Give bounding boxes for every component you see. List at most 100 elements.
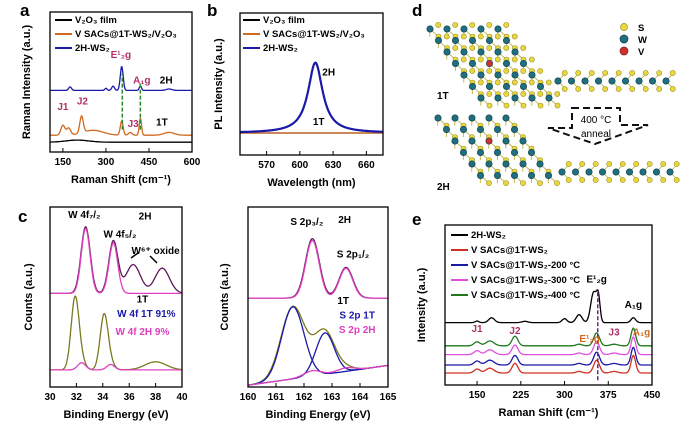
annotation-label: J1 — [472, 324, 484, 335]
sulfur-atom-icon — [592, 177, 599, 183]
phase-label-1t: 1T — [437, 91, 449, 102]
annotation-label: S 2p 1T — [339, 311, 375, 322]
series-line-4 — [445, 327, 652, 347]
series-line-2 — [50, 65, 192, 92]
tungsten-atom-icon — [476, 172, 484, 180]
tungsten-atom-icon — [477, 25, 485, 33]
series-line-1 — [50, 114, 192, 136]
tungsten-atom-icon — [485, 114, 493, 122]
annotation-label: 1T — [156, 117, 168, 128]
y-axis-label: PL Intensity (a.u.) — [213, 38, 225, 130]
sulfur-atom-icon — [486, 102, 493, 109]
tungsten-atom-icon — [485, 83, 493, 91]
tungsten-atom-icon — [459, 149, 467, 157]
sulfur-atom-icon — [669, 86, 676, 92]
sulfur-atom-icon — [660, 177, 667, 183]
tungsten-atom-icon — [528, 71, 536, 79]
y-axis-label: Counts (a.u.) — [23, 263, 35, 331]
x-tick-label: 36 — [124, 392, 136, 403]
annotation-label: J2 — [77, 96, 89, 107]
tungsten-atom-icon — [477, 48, 485, 56]
sulfur-atom-icon — [469, 68, 476, 74]
panel-label-b: b — [207, 1, 217, 20]
tungsten-atom-icon — [459, 126, 467, 134]
annotation-label: A₁g — [625, 300, 642, 311]
tungsten-atom-icon — [528, 94, 536, 102]
tungsten-atom-icon — [451, 59, 459, 67]
anneal-arrow-icon — [547, 107, 649, 146]
sulfur-atom-icon — [588, 70, 595, 76]
series-line-2 — [445, 346, 652, 366]
sulfur-atom-icon — [443, 33, 450, 40]
anneal-temperature: 400 °C — [581, 115, 612, 126]
sulfur-atom-icon — [660, 161, 667, 167]
tungsten-atom-icon — [544, 172, 552, 180]
sulfur-atom-icon — [646, 161, 653, 167]
tungsten-atom-icon — [493, 149, 501, 157]
legend-entry: V SACs@1T-WS₂/V₂O₃ — [75, 29, 177, 40]
annotation-label: E¹₂g — [579, 334, 600, 345]
sulfur-atom-icon — [673, 161, 680, 167]
tungsten-atom-icon — [494, 48, 502, 56]
x-axis-label: Raman Shift (cm⁻¹) — [71, 174, 171, 186]
sulfur-atom-icon — [537, 68, 544, 74]
plot-frame — [444, 224, 653, 386]
x-axis-label: Binding Energy (eV) — [63, 409, 168, 421]
annotation-label: S 2p₁/₂ — [337, 249, 369, 260]
tungsten-atom-icon — [598, 168, 606, 176]
x-tick-label: 600 — [184, 157, 201, 168]
series-line-4 — [247, 332, 389, 386]
sulfur-atom-icon — [554, 102, 561, 109]
sulfur-atom-icon — [615, 86, 622, 92]
sulfur-atom-icon — [520, 68, 527, 74]
x-tick-label: 300 — [98, 157, 115, 168]
sulfur-atom-icon — [656, 70, 663, 76]
tungsten-atom-icon — [434, 36, 442, 44]
tungsten-atom-icon — [510, 149, 518, 157]
sulfur-atom-icon — [565, 161, 572, 167]
y-axis-label: Intensity (a.u.) — [416, 267, 428, 342]
x-tick-label: 163 — [324, 392, 341, 403]
series-line-5 — [247, 364, 389, 386]
x-tick-label: 150 — [469, 390, 486, 401]
tungsten-atom-icon — [443, 25, 451, 33]
tungsten-atom-icon — [485, 160, 493, 168]
sulfur-atom-icon — [620, 23, 628, 31]
tungsten-atom-icon — [494, 94, 502, 102]
sulfur-atom-icon — [477, 79, 484, 86]
series-line-2 — [240, 61, 383, 134]
sulfur-atom-icon — [494, 56, 501, 63]
sulfur-atom-icon — [537, 102, 544, 109]
tungsten-atom-icon — [460, 71, 468, 79]
tungsten-atom-icon — [558, 168, 566, 176]
panel-label-d: d — [412, 1, 422, 20]
vanadium-atom-icon — [485, 59, 493, 67]
legend-entry: 2H-WS₂ — [263, 43, 298, 54]
sulfur-atom-icon — [452, 22, 459, 28]
tungsten-atom-icon — [451, 137, 459, 145]
sulfur-atom-icon — [460, 33, 467, 40]
sulfur-atom-icon — [469, 45, 476, 51]
tungsten-atom-icon — [502, 160, 510, 168]
sulfur-atom-icon — [656, 86, 663, 92]
x-tick-label: 164 — [352, 392, 369, 403]
legend-entry: V₂O₃ film — [75, 15, 117, 26]
tungsten-atom-icon — [468, 160, 476, 168]
tungsten-atom-icon — [502, 137, 510, 145]
sulfur-atom-icon — [537, 180, 543, 186]
annotation-label: 2H — [139, 212, 152, 223]
sulfur-atom-icon — [588, 86, 595, 92]
legend-entry: V SACs@1T-WS₂-400 °C — [471, 290, 580, 301]
legend-entry: V SACs@1T-WS₂ — [471, 245, 548, 256]
tungsten-atom-icon — [493, 126, 501, 134]
sulfur-atom-icon — [486, 180, 492, 186]
y-axis-label: Raman Intensity (a.u.) — [21, 25, 33, 140]
sulfur-atom-icon — [592, 161, 599, 167]
tungsten-atom-icon — [460, 25, 468, 33]
tungsten-atom-icon — [468, 114, 476, 122]
sulfur-atom-icon — [579, 161, 586, 167]
annotation-label: A₁g — [133, 75, 150, 86]
annotation-label: 2H — [338, 215, 351, 226]
x-tick-label: 160 — [240, 392, 257, 403]
